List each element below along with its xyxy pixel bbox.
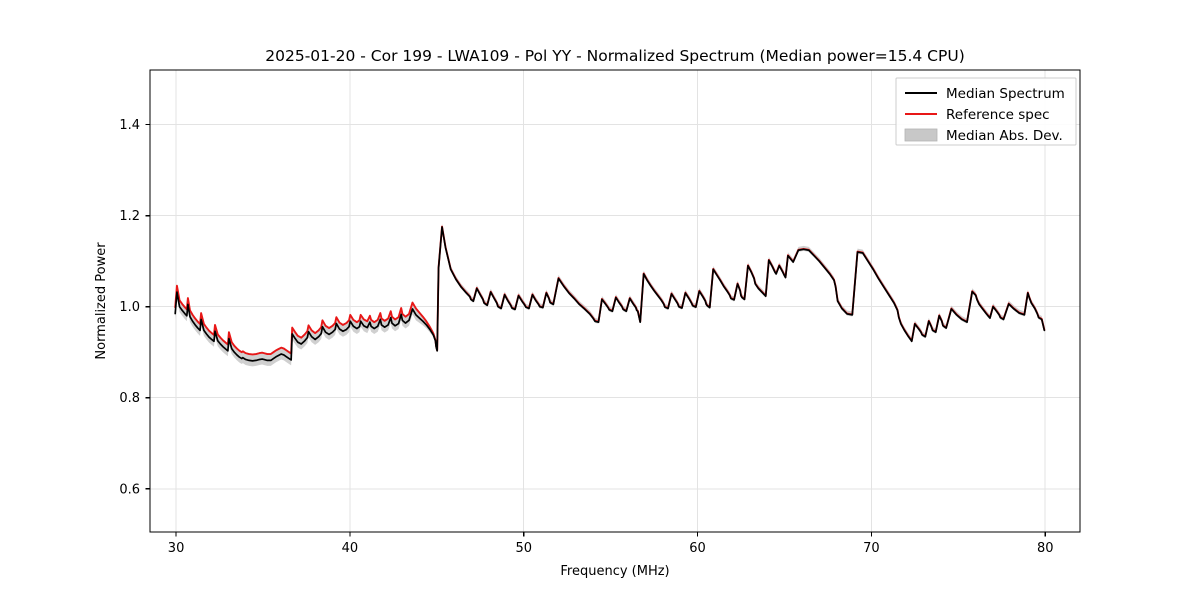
legend-label: Median Abs. Dev.: [946, 128, 1063, 144]
y-tick-label: 0.8: [119, 391, 140, 406]
y-tick-label: 0.6: [119, 482, 140, 497]
x-tick-label: 30: [168, 541, 185, 556]
legend-box: [895, 77, 1077, 146]
legend-item[interactable]: Median Spectrum: [905, 86, 1065, 102]
legend-label: Median Spectrum: [946, 86, 1065, 102]
x-tick-label: 70: [863, 541, 880, 556]
x-axis-ticks: 30 40 50 60 70 80: [168, 532, 1054, 556]
legend-label: Reference spec: [946, 107, 1050, 123]
legend-item[interactable]: Reference spec: [905, 107, 1050, 123]
legend-swatch-patch: [904, 128, 938, 142]
median-spectrum-line: [174, 226, 1046, 362]
x-axis-label: Frequency (MHz): [560, 564, 669, 579]
y-tick-label: 1.0: [119, 300, 140, 315]
y-axis-ticks: 0.6 0.8 1.0 1.2 1.4: [119, 118, 150, 497]
y-tick-label: 1.2: [119, 209, 140, 224]
median-spectrum-path: [174, 226, 1046, 362]
x-tick-label: 50: [515, 541, 532, 556]
chart-legend[interactable]: Median Spectrum Reference spec Median Abs.…: [895, 77, 1077, 146]
page-title: 2025-01-20 - Cor 199 - LWA109 - Pol YY -…: [265, 47, 965, 65]
x-tick-label: 60: [689, 541, 706, 556]
x-tick-label: 80: [1037, 541, 1054, 556]
axes-frame: [149, 69, 1081, 533]
y-axis-label: Normalized Power: [94, 242, 109, 360]
y-tick-label: 1.4: [119, 118, 140, 133]
gridlines: [150, 70, 1080, 532]
legend-item[interactable]: Median Abs. Dev.: [904, 128, 1063, 144]
x-tick-label: 40: [342, 541, 359, 556]
